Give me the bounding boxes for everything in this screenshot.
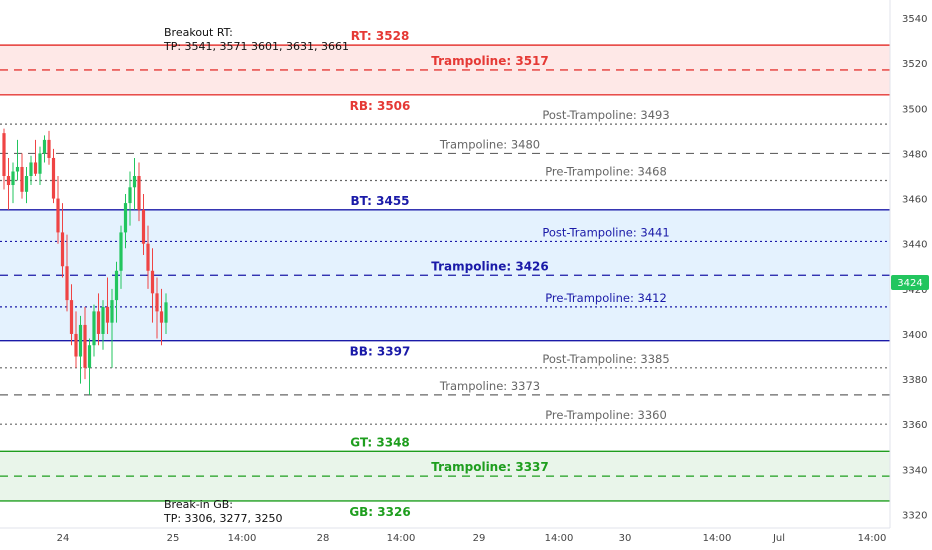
level-label-6: Trampoline: 3373 [439,379,540,393]
y-tick-label-5: 3420 [902,285,927,296]
zone-red-top-label: RT: 3528 [351,29,410,43]
level-label-1: Trampoline: 3480 [439,137,540,151]
candle-body-32 [146,243,150,271]
zone-green-top-label: GT: 3348 [350,435,410,449]
x-tick-label-1: 25 [167,533,180,544]
candle-body-9 [42,139,47,154]
x-tick-label-5: 29 [473,533,486,544]
time-axis[interactable]: 24 25 14:00 28 14:00 29 14:00 30 14:00 Jul 14:00 [57,533,887,544]
candle-body-15 [69,300,74,334]
x-tick-label-3: 28 [317,533,330,544]
candle-body-2 [11,171,15,186]
x-tick-label-6: 14:00 [545,533,574,544]
candle-body-21 [96,311,101,334]
candle-body-31 [141,209,146,244]
zone-green-mid-label: Trampoline: 3337 [431,460,549,474]
y-tick-label-2: 3360 [902,420,927,431]
breakout-note-title: Breakout RT: [164,26,233,39]
candle-body-25 [114,270,119,301]
x-tick-label-0: 24 [57,533,70,544]
candle-body-34 [155,293,159,312]
candle-body-36 [164,302,168,323]
y-tick-label-9: 3500 [902,104,927,115]
y-tick-label-10: 3520 [902,59,927,70]
level-label-4: Pre-Trampoline: 3412 [545,291,667,305]
candle-body-7 [33,162,38,174]
candle-body-5 [24,176,29,192]
candle-body-3 [15,166,20,172]
candle-body-10 [47,139,51,158]
x-tick-label-4: 14:00 [387,533,416,544]
x-tick-label-8: 14:00 [703,533,732,544]
levels-layer: Post-Trampoline: 3493 Trampoline: 3480 Pre… [0,108,890,425]
level-label-3: Post-Trampoline: 3441 [542,225,669,239]
candle-body-27 [123,203,128,233]
candle-body-17 [78,324,83,357]
candle-body-30 [137,176,141,210]
zone-red-fill [0,45,890,95]
breakout-note-targets: TP: 3541, 3571 3601, 3631, 3661 [163,40,349,53]
y-tick-label-4: 3400 [902,330,927,341]
y-tick-label-11: 3540 [902,14,927,25]
candle-body-28 [128,187,132,204]
candle-body-29 [132,176,137,188]
candle-body-20 [92,311,96,346]
candle-body-4 [20,166,24,192]
y-tick-label-8: 3480 [902,149,927,160]
candle-body-24 [110,300,114,323]
y-tick-label-1: 3340 [902,465,927,476]
price-axis[interactable]: 3320 3340 3360 3380 3400 3420 3440 3460 3480 3500… [902,14,927,521]
x-tick-label-10: 14:00 [858,533,887,544]
candle-body-16 [74,333,78,357]
y-tick-label-3: 3380 [902,375,927,386]
candle-body-14 [65,266,69,301]
candle-body-33 [150,270,155,294]
breakin-note-targets: TP: 3306, 3277, 3250 [163,512,283,525]
candle-body-13 [60,232,65,267]
x-tick-label-9: Jul [772,533,785,544]
level-label-0: Post-Trampoline: 3493 [542,108,669,122]
current-price-label: 3424 [897,278,922,289]
candles-layer [2,128,168,395]
y-tick-label-6: 3440 [902,240,927,251]
level-label-5: Post-Trampoline: 3385 [542,352,669,366]
candle-body-1 [6,176,11,186]
candle-body-12 [56,198,60,233]
candle-body-22 [101,306,105,334]
candle-body-6 [29,162,33,176]
candle-body-35 [159,311,164,323]
zone-green-bottom-label: GB: 3326 [349,505,410,519]
y-tick-label-7: 3460 [902,195,927,206]
level-label-2: Pre-Trampoline: 3468 [545,165,667,179]
breakin-note-title: Break-in GB: [164,498,233,511]
x-tick-label-7: 30 [619,533,632,544]
candle-body-0 [2,133,6,176]
current-price-tag [891,275,929,290]
zone-blue-bottom-label: BB: 3397 [350,345,411,359]
candle-body-19 [87,345,92,368]
zone-red-mid-label: Trampoline: 3517 [431,54,549,68]
candle-body-11 [51,157,56,199]
zone-red-bottom-label: RB: 3506 [350,99,411,113]
candle-body-23 [105,306,110,323]
candle-body-18 [83,324,87,368]
level-label-7: Pre-Trampoline: 3360 [545,408,667,422]
zones-layer: RT: 3528 RB: 3506 Trampoline: 3517 BT: 3455… [0,29,890,519]
x-tick-label-2: 14:00 [228,533,257,544]
candle-body-8 [38,153,42,174]
zone-blue-mid-label: Trampoline: 3426 [431,259,549,273]
zone-green-fill [0,451,890,501]
zone-blue-top-label: BT: 3455 [350,194,409,208]
candle-body-26 [119,232,123,271]
y-tick-label-0: 3320 [902,510,927,521]
